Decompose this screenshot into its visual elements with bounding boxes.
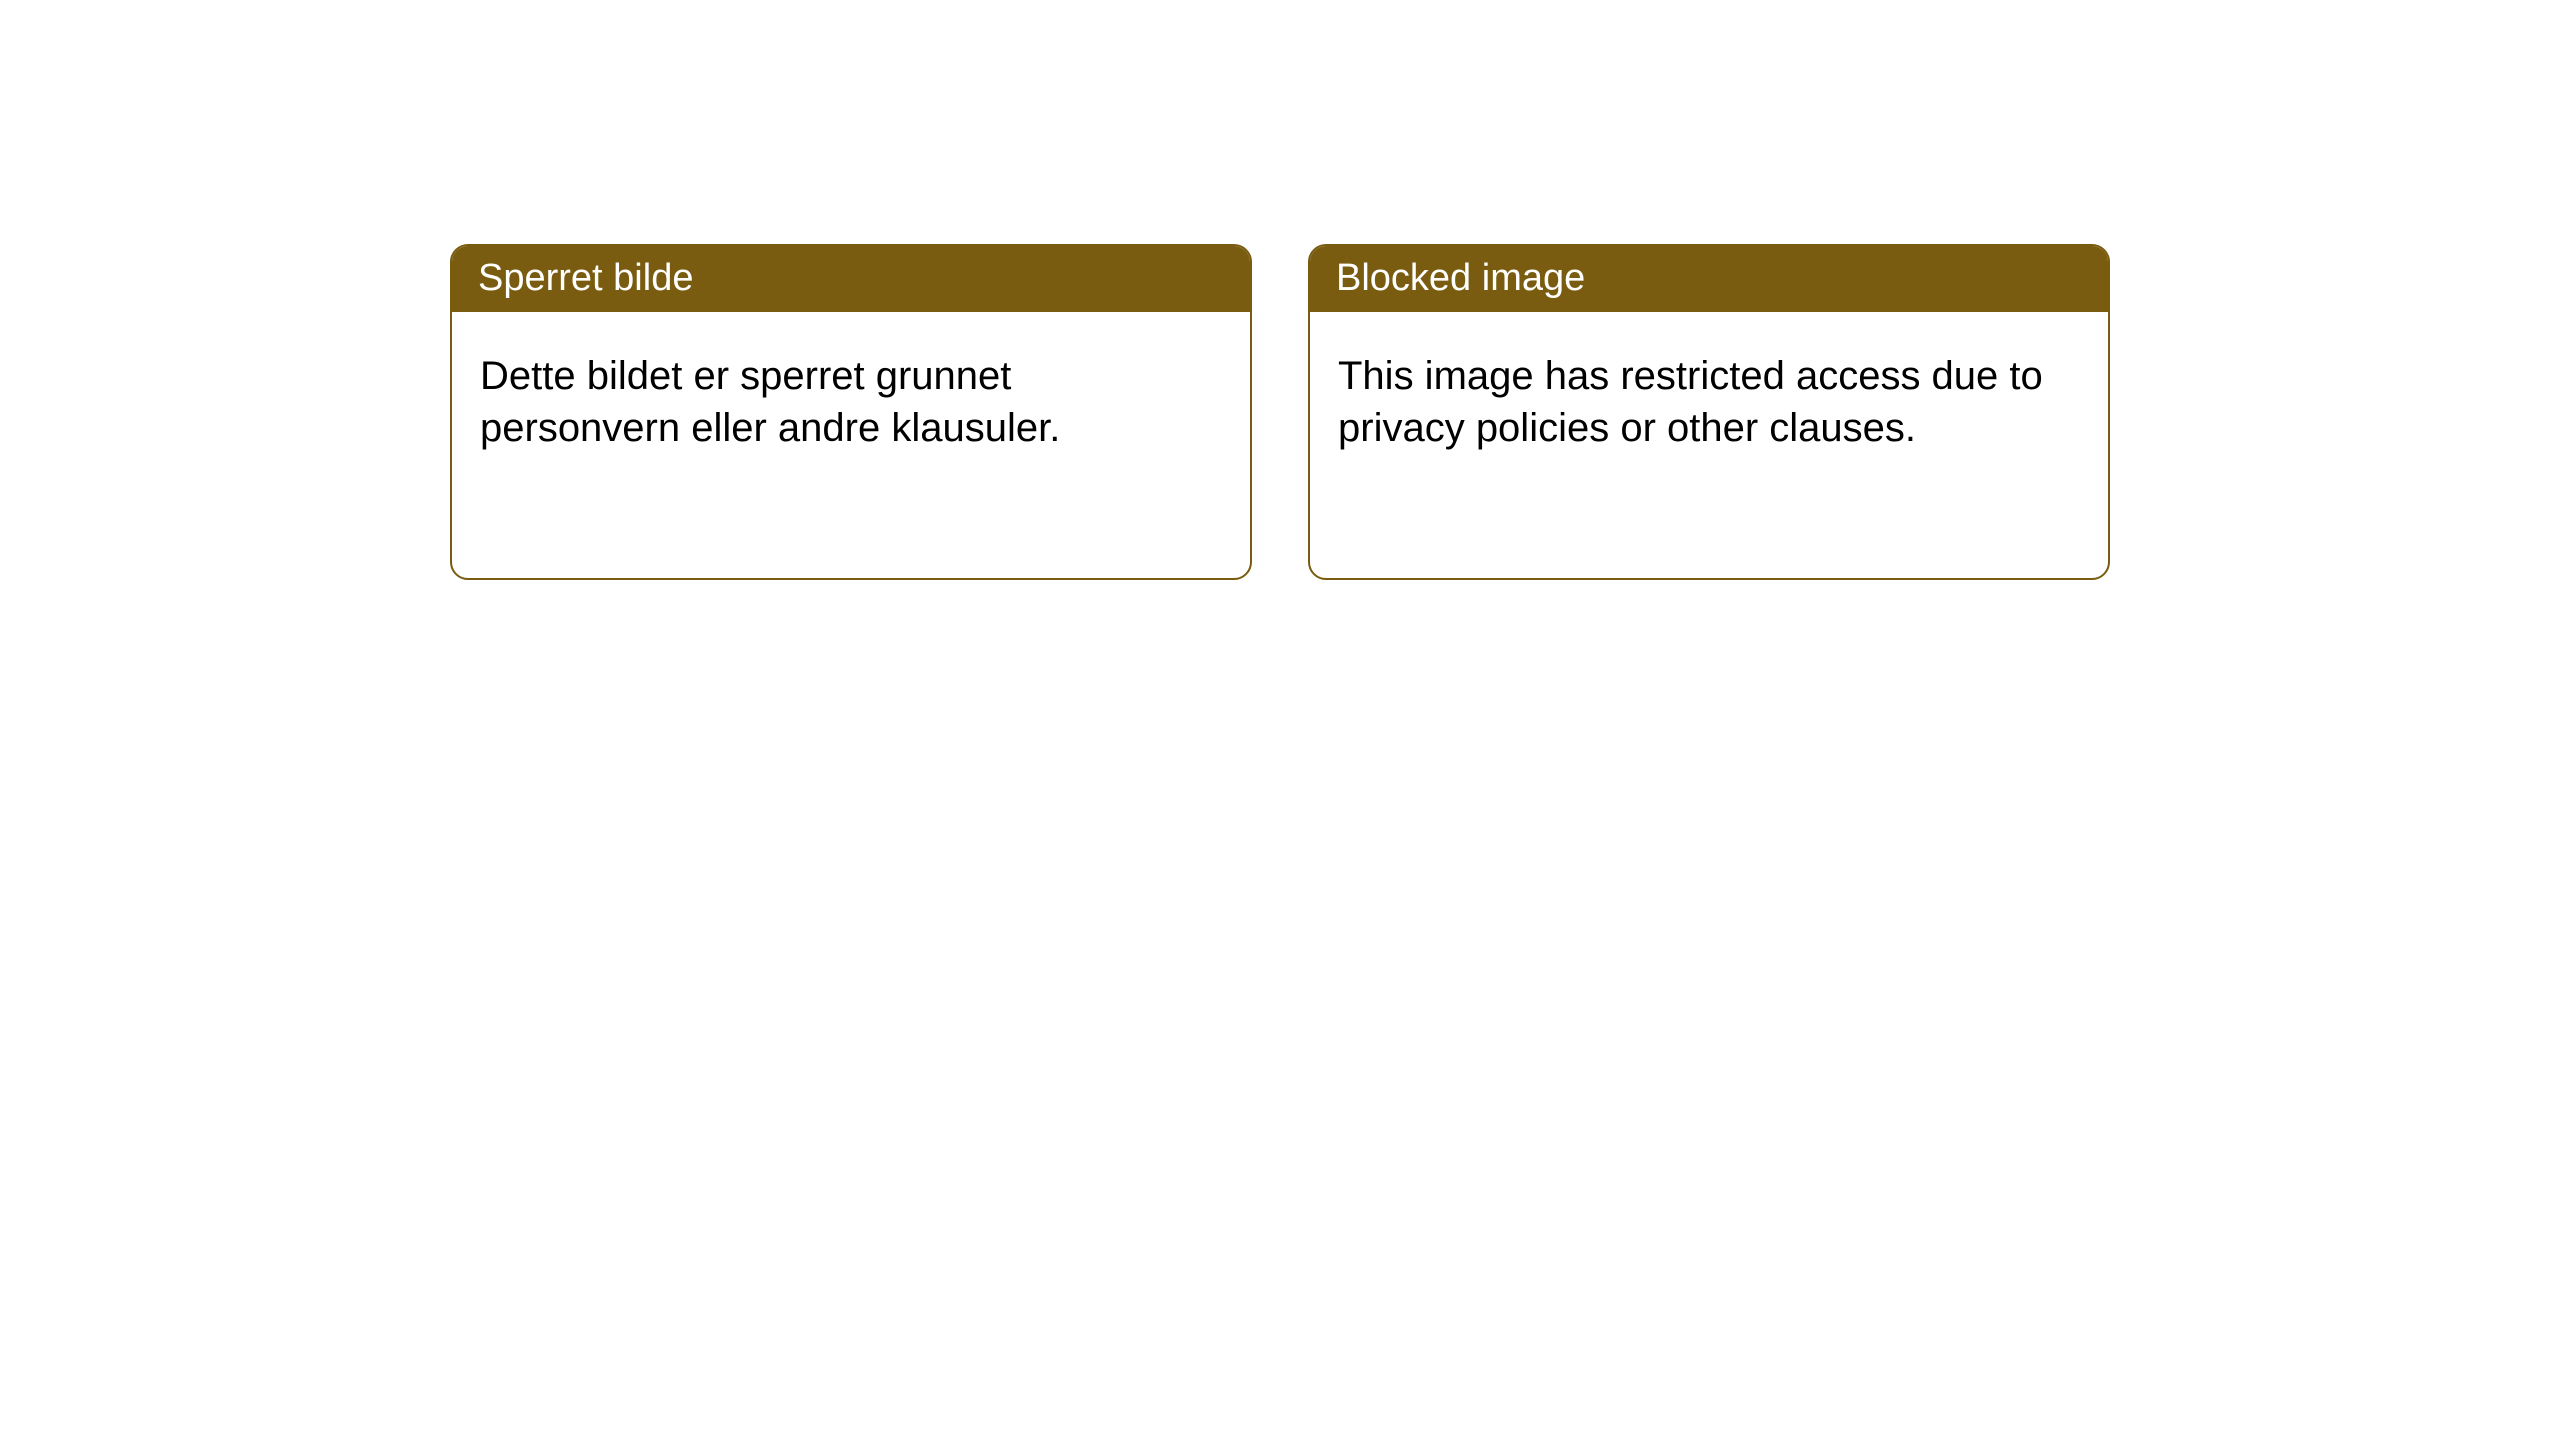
card-body-no: Dette bildet er sperret grunnet personve… — [452, 312, 1250, 492]
card-text-no: Dette bildet er sperret grunnet personve… — [480, 354, 1060, 450]
card-header-no: Sperret bilde — [452, 246, 1250, 312]
card-text-en: This image has restricted access due to … — [1338, 354, 2043, 450]
card-header-en: Blocked image — [1310, 246, 2108, 312]
card-body-en: This image has restricted access due to … — [1310, 312, 2108, 492]
blocked-image-card-no: Sperret bilde Dette bildet er sperret gr… — [450, 244, 1252, 580]
notice-cards-container: Sperret bilde Dette bildet er sperret gr… — [0, 0, 2560, 580]
card-title-no: Sperret bilde — [478, 257, 693, 299]
blocked-image-card-en: Blocked image This image has restricted … — [1308, 244, 2110, 580]
card-title-en: Blocked image — [1336, 257, 1585, 299]
